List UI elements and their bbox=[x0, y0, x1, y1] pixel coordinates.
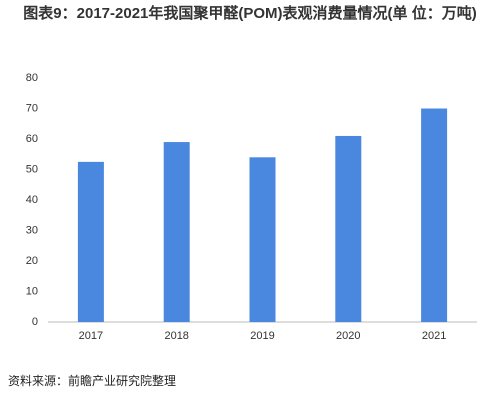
x-tick-label: 2018 bbox=[164, 330, 188, 342]
y-tick-label: 10 bbox=[26, 285, 38, 297]
x-tick-label: 2020 bbox=[336, 330, 360, 342]
bar bbox=[421, 108, 448, 322]
y-tick-label: 30 bbox=[26, 224, 38, 236]
source-note: 资料来源：前瞻产业研究院整理 bbox=[8, 374, 177, 388]
y-tick-label: 20 bbox=[26, 255, 38, 267]
x-tick-label: 2019 bbox=[250, 330, 274, 342]
y-tick-label: 70 bbox=[26, 102, 38, 114]
y-tick-label: 80 bbox=[26, 72, 38, 84]
bar bbox=[163, 142, 190, 322]
chart-title: 图表9：2017-2021年我国聚甲醛(POM)表观消费量情况(单 位：万吨) bbox=[23, 5, 477, 22]
y-tick-label: 40 bbox=[26, 194, 38, 206]
y-tick-label: 60 bbox=[26, 133, 38, 145]
y-tick-label: 0 bbox=[32, 316, 38, 328]
bar bbox=[335, 135, 362, 322]
y-tick-label: 50 bbox=[26, 163, 38, 175]
x-tick-label: 2021 bbox=[422, 330, 446, 342]
x-tick-label: 2017 bbox=[79, 330, 103, 342]
bar bbox=[249, 157, 276, 322]
bar bbox=[77, 161, 104, 322]
